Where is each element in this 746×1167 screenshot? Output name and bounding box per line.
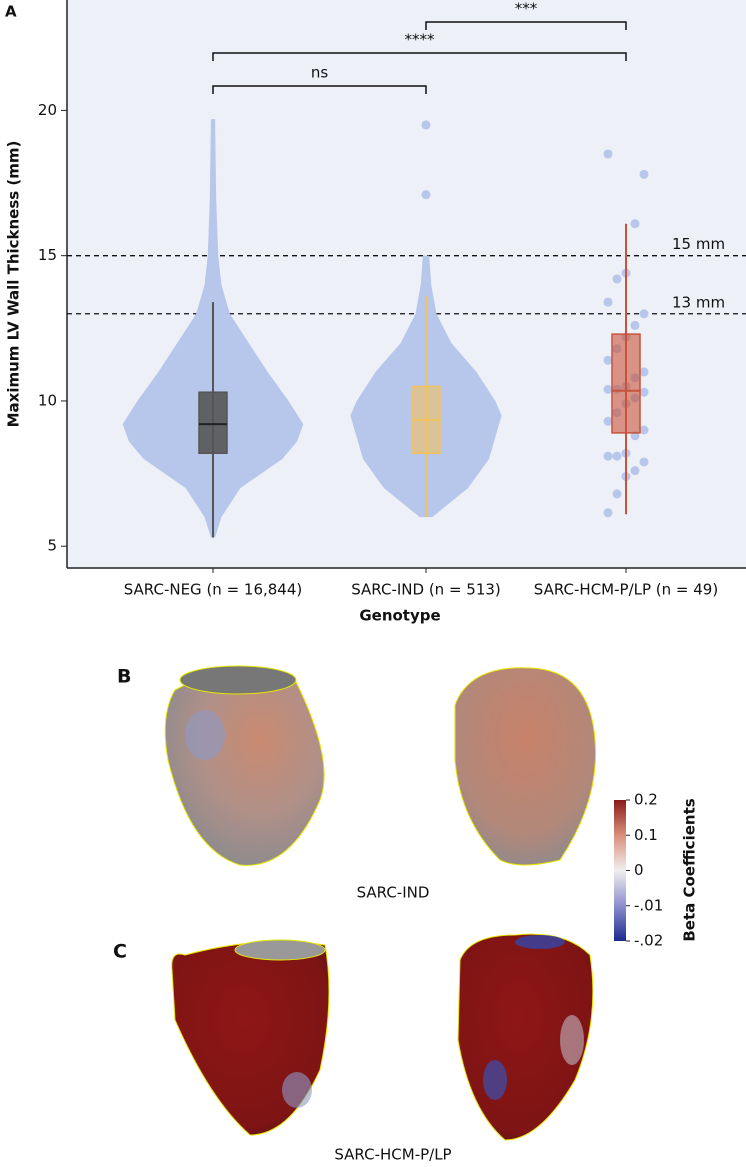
data-point bbox=[603, 508, 613, 518]
data-point bbox=[603, 451, 613, 461]
data-point bbox=[639, 387, 649, 397]
significance-bracket bbox=[212, 85, 427, 94]
panel-label: C bbox=[113, 941, 127, 963]
x-tick-label: SARC-NEG (n = 16,844) bbox=[124, 581, 303, 599]
significance-label: ns bbox=[311, 64, 329, 82]
box bbox=[198, 391, 228, 454]
significance-bracket bbox=[212, 52, 627, 61]
data-point bbox=[603, 149, 613, 159]
data-point bbox=[421, 190, 431, 200]
colorbar-title: Beta Coefficients bbox=[681, 798, 699, 941]
data-point bbox=[603, 297, 613, 307]
x-axis-title: Genotype bbox=[359, 607, 440, 625]
y-tick-label: 10 bbox=[38, 391, 57, 409]
y-axis-title: Maximum LV Wall Thickness (mm) bbox=[5, 141, 23, 428]
data-point bbox=[603, 384, 613, 394]
data-point bbox=[630, 466, 640, 476]
colorbar-tick-label: -.01 bbox=[634, 896, 663, 914]
data-point bbox=[639, 169, 649, 179]
heart-renderings bbox=[164, 665, 597, 1141]
data-point bbox=[639, 309, 649, 319]
colorbar: 0.2 0.1 0 -.01 -.02 bbox=[614, 791, 663, 950]
colorbar-tick-label: 0.1 bbox=[634, 826, 658, 844]
box bbox=[611, 333, 641, 434]
colorbar-tick-label: -.02 bbox=[634, 932, 663, 950]
data-point bbox=[421, 120, 431, 130]
data-point bbox=[612, 489, 622, 499]
colorbar-tick-label: 0.2 bbox=[634, 791, 658, 809]
data-point bbox=[630, 320, 640, 330]
panel-label: B bbox=[117, 666, 131, 688]
panel-caption: SARC-HCM-P/LP bbox=[334, 1146, 451, 1164]
significance-label: **** bbox=[405, 31, 436, 49]
data-point bbox=[612, 451, 622, 461]
x-tick-label: SARC-HCM-P/LP (n = 49) bbox=[534, 581, 718, 599]
data-point bbox=[639, 367, 649, 377]
reference-label: 13 mm bbox=[672, 293, 725, 311]
significance-label: *** bbox=[515, 0, 538, 18]
data-point bbox=[639, 457, 649, 467]
data-point bbox=[603, 416, 613, 426]
data-point bbox=[639, 425, 649, 435]
data-point bbox=[630, 219, 640, 229]
reference-label: 15 mm bbox=[672, 235, 725, 253]
panel-caption: SARC-IND bbox=[357, 884, 430, 902]
colorbar-scale bbox=[614, 800, 626, 941]
y-tick-label: 20 bbox=[38, 101, 57, 119]
data-point bbox=[612, 274, 622, 284]
y-tick-label: 5 bbox=[47, 537, 57, 555]
significance-bracket bbox=[425, 21, 627, 30]
data-point bbox=[603, 355, 613, 365]
panel-label: A bbox=[5, 3, 17, 21]
y-tick-label: 15 bbox=[38, 246, 57, 264]
colorbar-tick-label: 0 bbox=[634, 861, 644, 879]
x-tick-label: SARC-IND (n = 513) bbox=[351, 581, 501, 599]
